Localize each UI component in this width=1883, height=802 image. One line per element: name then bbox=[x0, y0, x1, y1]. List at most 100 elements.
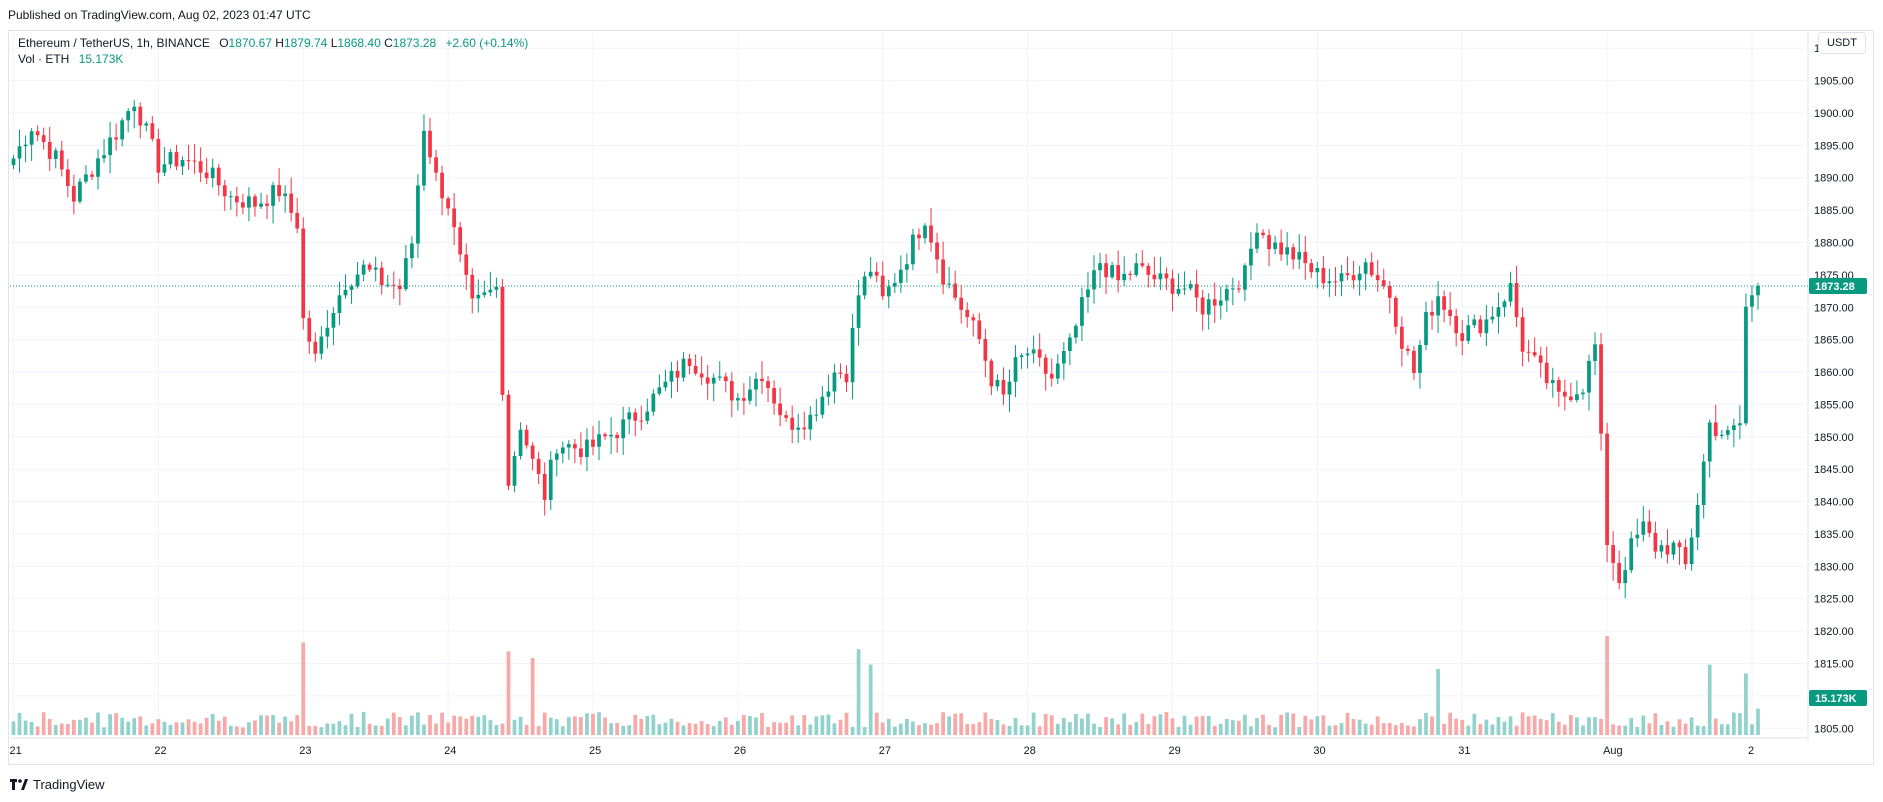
volume-bar bbox=[639, 719, 644, 735]
candle-body bbox=[760, 378, 764, 382]
volume-bar bbox=[917, 725, 921, 735]
currency-button[interactable]: USDT bbox=[1818, 32, 1866, 54]
volume-bar bbox=[1756, 708, 1760, 735]
candle-body bbox=[844, 373, 849, 383]
candle-body bbox=[1490, 316, 1495, 320]
x-axis-tick-label: 31 bbox=[1458, 745, 1470, 757]
candle-body bbox=[1164, 273, 1169, 279]
candle-body bbox=[192, 160, 197, 162]
candle-body bbox=[373, 267, 378, 270]
y-axis-tick-label: 1885.00 bbox=[1814, 205, 1854, 217]
candle-body bbox=[790, 417, 795, 430]
candle-body bbox=[1556, 380, 1561, 392]
candle-body bbox=[126, 111, 131, 121]
candle-body bbox=[808, 414, 813, 430]
candle-body bbox=[772, 387, 776, 404]
candle-body bbox=[935, 242, 939, 260]
candle-body bbox=[669, 370, 674, 382]
chart-frame bbox=[8, 30, 1874, 765]
candle-body bbox=[971, 317, 976, 321]
candle-body bbox=[1375, 275, 1380, 281]
volume-bar bbox=[313, 725, 318, 735]
candle-body bbox=[874, 271, 879, 276]
volume-bar bbox=[253, 720, 257, 735]
volume-bar bbox=[1170, 718, 1175, 735]
volume-bar bbox=[627, 725, 632, 735]
candle-body bbox=[1707, 422, 1712, 462]
candle-body bbox=[573, 444, 577, 449]
candle-body bbox=[518, 429, 523, 456]
volume-bar bbox=[542, 712, 547, 735]
volume-bar bbox=[132, 718, 137, 735]
candle-body bbox=[1086, 289, 1090, 298]
volume-bar bbox=[1134, 722, 1139, 735]
candle-body bbox=[65, 169, 70, 187]
volume-bar bbox=[1067, 721, 1072, 735]
volume-bar bbox=[1327, 725, 1332, 735]
candle-body bbox=[1671, 542, 1676, 555]
volume-bar bbox=[259, 715, 263, 735]
volume-title[interactable]: Vol · ETH bbox=[18, 52, 70, 66]
volume-bar bbox=[772, 722, 776, 735]
candle-body bbox=[524, 429, 529, 446]
candle-body bbox=[500, 286, 505, 395]
candle-body bbox=[1333, 281, 1338, 283]
volume-bar bbox=[1273, 727, 1277, 735]
candle-body bbox=[862, 276, 867, 296]
candle-body bbox=[1019, 355, 1024, 358]
candle-body bbox=[1502, 301, 1507, 308]
volume-bar bbox=[923, 723, 927, 735]
candle-body bbox=[78, 181, 82, 202]
volume-bar bbox=[476, 716, 481, 735]
volume-bar bbox=[1194, 716, 1199, 735]
y-axis-tick-label: 1855.00 bbox=[1814, 399, 1854, 411]
candle-body bbox=[1025, 353, 1030, 356]
volume-bar bbox=[687, 723, 692, 735]
volume-bar bbox=[47, 718, 52, 735]
candle-body bbox=[367, 264, 372, 270]
volume-bar bbox=[494, 725, 499, 735]
candle-body bbox=[1514, 283, 1519, 318]
volume-bar bbox=[59, 723, 64, 735]
symbol-title[interactable]: Ethereum / TetherUS, 1h, BINANCE bbox=[18, 36, 210, 50]
candle-body bbox=[693, 365, 698, 374]
low-value: 1868.40 bbox=[337, 36, 381, 50]
volume-bar bbox=[1659, 724, 1664, 735]
volume-bar bbox=[1261, 714, 1265, 735]
candle-body bbox=[778, 403, 782, 416]
volume-bar bbox=[1460, 719, 1465, 735]
volume-bar bbox=[500, 723, 505, 735]
volume-bar bbox=[162, 721, 167, 735]
volume-bar bbox=[1339, 723, 1344, 735]
candle-body bbox=[1327, 281, 1332, 284]
y-axis-tick-label: 1840.00 bbox=[1814, 497, 1854, 509]
candle-body bbox=[168, 152, 173, 165]
volume-bar bbox=[11, 721, 16, 735]
candle-body bbox=[1243, 265, 1247, 290]
y-axis-tick-label: 1820.00 bbox=[1814, 626, 1854, 638]
candle-body bbox=[150, 123, 155, 139]
candle-body bbox=[174, 152, 179, 167]
candle-body bbox=[186, 159, 191, 161]
volume-bar bbox=[929, 724, 933, 735]
candle-body bbox=[1067, 337, 1072, 351]
candle-body bbox=[1043, 357, 1048, 374]
volume-bar bbox=[1713, 718, 1718, 735]
volume-bar bbox=[78, 719, 82, 735]
candle-body bbox=[1659, 545, 1664, 552]
candle-body bbox=[313, 341, 318, 354]
volume-bar bbox=[898, 723, 903, 735]
volume-bar bbox=[434, 723, 438, 735]
candle-body bbox=[1092, 270, 1096, 290]
candle-body bbox=[1279, 242, 1284, 255]
candle-body bbox=[59, 150, 64, 170]
volume-bar bbox=[1158, 714, 1163, 735]
volume-bar bbox=[518, 716, 523, 735]
volume-bar bbox=[1611, 724, 1615, 735]
candle-body bbox=[1146, 265, 1151, 275]
candle-body bbox=[717, 376, 722, 378]
candle-body bbox=[633, 412, 638, 421]
volume-bar bbox=[84, 717, 88, 735]
volume-bar bbox=[1665, 721, 1670, 735]
